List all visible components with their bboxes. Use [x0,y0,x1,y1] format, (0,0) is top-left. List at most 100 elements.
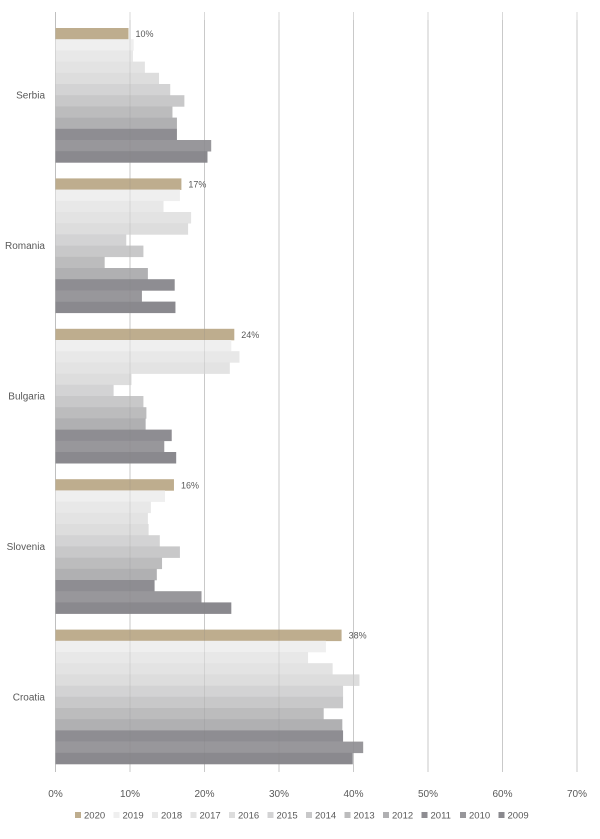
bar-2010-croatia [55,741,364,754]
x-tick-label: 50% [418,789,438,800]
bar-2020-serbia [55,28,129,40]
bar-2015-croatia [55,685,344,698]
legend-label: 2019 [123,811,144,822]
x-tick-label: 30% [269,789,289,800]
x-tick-label: 20% [194,789,214,800]
bar-2011-bulgaria [55,429,172,442]
bar-2011-slovenia [55,580,155,592]
category-labels: Serbia Romania Bulgaria Slovenia Croatia [5,91,45,704]
bar-2018-bulgaria [55,351,240,363]
bar-2009-slovenia [55,602,232,614]
bar-2015-romania [55,234,127,246]
bar-2012-croatia [55,719,343,731]
legend-swatch-2012 [383,812,389,818]
bar-2020-croatia [55,629,342,642]
legend-label: 2011 [431,811,451,822]
bar-2018-romania [55,200,164,213]
bar-2014-romania [55,245,144,258]
bar-2009-romania [55,301,176,314]
bar-2009-serbia [55,151,208,163]
bar-2016-bulgaria [55,373,132,386]
legend-label: 2013 [354,811,375,822]
legend-swatch-2010 [460,812,466,818]
legend-swatch-2016 [229,812,235,818]
legend: 2020 2019 2018 2017 2016 2015 2014 2013 2012 2011… [75,811,529,822]
bar-2009-croatia [55,752,353,765]
bar-2010-slovenia [55,591,202,603]
category-label: Bulgaria [8,392,45,403]
bar-2019-bulgaria [55,340,232,352]
bar-2010-romania [55,290,142,302]
legend-swatch-2019 [113,812,120,818]
bar-2011-serbia [55,128,177,141]
x-tick-label: 70% [567,789,587,800]
data-label: 24% [241,330,259,340]
legend-swatch-2011 [421,812,428,818]
bar-2013-croatia [55,708,324,720]
data-label: 38% [349,631,367,641]
bar-2020-slovenia [55,479,174,491]
bar-2013-romania [55,256,105,269]
legend-label: 2017 [200,811,221,822]
x-axis-tick-labels: 0% 10% 20% 30% 40% 50% 60% 70% [48,789,587,800]
bar-2015-bulgaria [55,384,114,397]
bar-2019-slovenia [55,490,166,502]
bar-2013-serbia [55,106,173,118]
bar-2014-serbia [55,95,185,107]
x-tick-label: 40% [343,789,363,800]
bar-2017-croatia [55,663,333,675]
legend-swatch-2018 [152,812,158,818]
bar-2012-slovenia [55,568,157,581]
bar-2018-croatia [55,652,309,664]
data-label: 16% [181,480,199,490]
bar-2016-romania [55,223,189,235]
legend-label: 2009 [508,811,529,822]
legend-label: 2020 [84,811,105,822]
bar-2020-bulgaria [55,328,235,341]
bar-2020-romania [55,178,182,190]
x-tick-label: 10% [120,789,140,800]
bar-2016-serbia [55,72,160,85]
legend-label: 2012 [392,811,413,822]
category-label: Serbia [16,91,45,102]
bar-2019-serbia [55,39,134,51]
bar-2014-bulgaria [55,396,144,408]
legend-label: 2016 [238,811,259,822]
bar-2012-romania [55,268,148,280]
legend-label: 2010 [469,811,490,822]
category-label: Slovenia [7,542,46,553]
data-label: 10% [136,29,154,39]
bar-2012-serbia [55,117,177,130]
data-label: 17% [188,180,206,190]
legend-label: 2018 [161,811,182,822]
bar-2014-croatia [55,696,344,709]
bar-2018-slovenia [55,501,151,514]
bar-2019-croatia [55,640,326,653]
bar-2016-slovenia [55,524,149,536]
bar-2010-serbia [55,140,212,152]
bar-2011-romania [55,279,175,291]
bar-2016-croatia [55,674,360,686]
legend-swatch-2009 [498,812,505,818]
bar-2018-serbia [55,50,133,62]
legend-swatch-2017 [190,812,197,818]
bar-2011-croatia [55,730,344,742]
bar-2010-bulgaria [55,440,165,453]
bar-2014-slovenia [55,546,180,558]
legend-swatch-2013 [344,812,351,818]
bar-2012-bulgaria [55,418,146,430]
x-tick-label: 0% [48,789,63,800]
legend-swatch-2015 [267,812,274,818]
bar-2017-romania [55,212,192,224]
bar-2015-serbia [55,84,171,96]
legend-label: 2015 [277,811,298,822]
x-tick-label: 60% [492,789,512,800]
legend-label: 2014 [315,811,336,822]
bar-2013-bulgaria [55,407,147,419]
bar-2019-romania [55,189,180,202]
category-label: Romania [5,241,45,252]
category-label: Croatia [13,692,46,703]
legend-swatch-2020 [75,812,81,818]
bar-2013-slovenia [55,557,163,570]
